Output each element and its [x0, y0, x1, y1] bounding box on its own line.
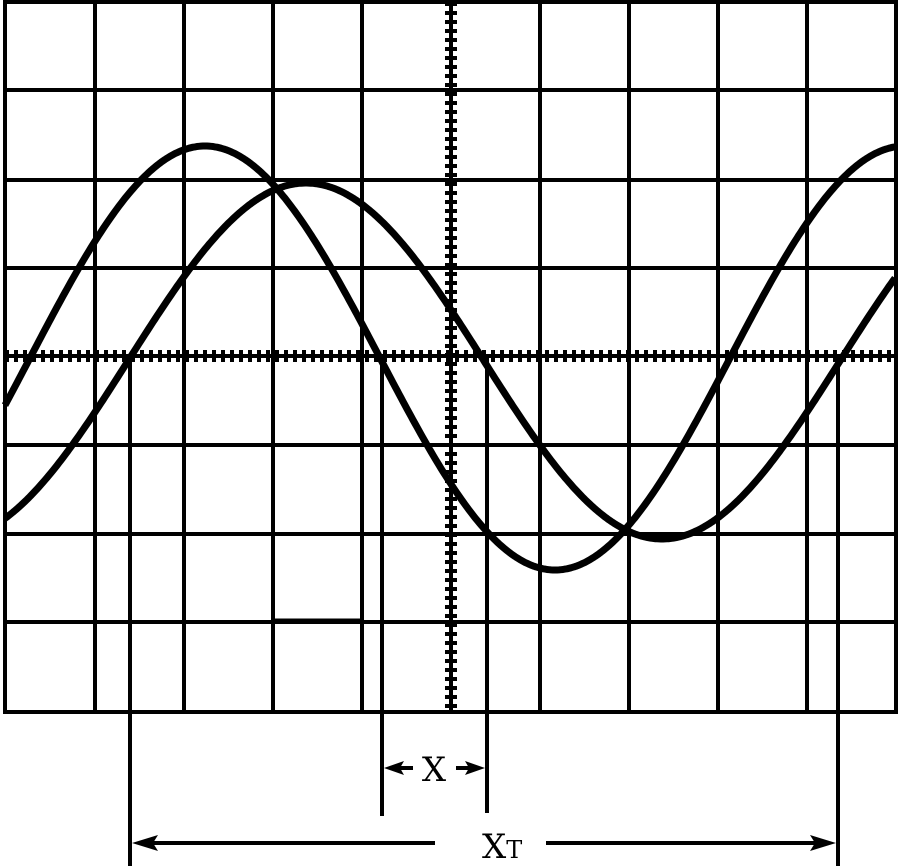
period-label-subscript: T [506, 836, 522, 864]
period-label: XT [482, 827, 522, 867]
arrowhead-icon [384, 761, 404, 775]
arrowhead-icon [465, 761, 485, 775]
leading-sine-wave [1, 142, 897, 574]
period-label-main: X [482, 827, 507, 867]
measurement-markers [128, 356, 840, 866]
arrowhead-icon [132, 835, 158, 851]
lagging-sine-wave [2, 179, 898, 543]
phase-shift-label: X [422, 750, 447, 790]
arrowhead-icon [810, 835, 836, 851]
center-axes [5, 2, 896, 712]
